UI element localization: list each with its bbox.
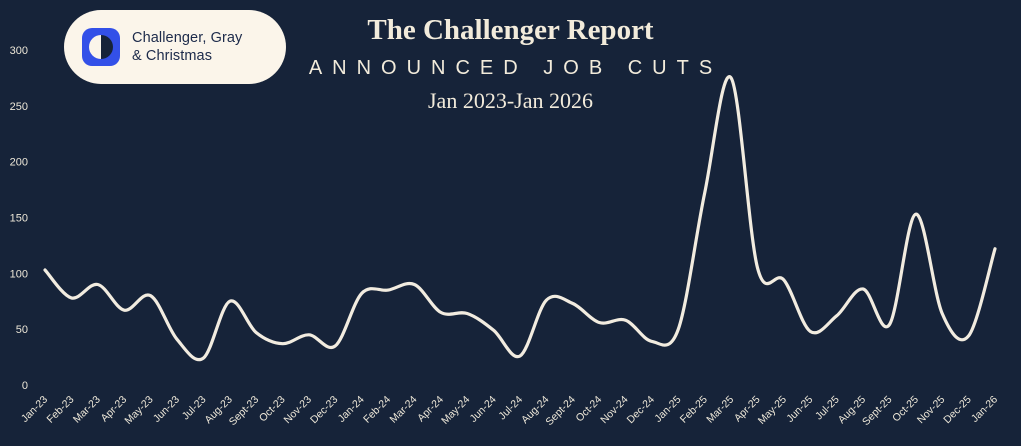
x-tick-label: Sept-24 — [543, 394, 578, 429]
x-tick-label: May-25 — [756, 394, 789, 427]
x-tick-label: Nov-25 — [915, 394, 948, 427]
x-tick-label: Nov-23 — [282, 394, 315, 427]
x-tick-label: Dec-24 — [625, 394, 658, 427]
job-cuts-line — [43, 75, 997, 362]
x-tick-label: Jan-26 — [969, 394, 1000, 425]
x-tick-label: Jun-24 — [468, 394, 499, 425]
logo-line2: & Christmas — [132, 48, 213, 64]
x-tick-label: Mar-25 — [704, 394, 736, 426]
y-tick-label: 150 — [10, 213, 28, 225]
y-tick-label: 0 — [22, 380, 28, 392]
half-circle-icon — [89, 35, 113, 59]
x-tick-label: Jan-24 — [336, 394, 367, 425]
y-tick-label: 50 — [16, 324, 28, 336]
y-tick-label: 250 — [10, 101, 28, 113]
x-tick-label: Sept-25 — [860, 394, 895, 429]
x-tick-label: Sept-23 — [227, 394, 262, 429]
x-tick-label: Mar-23 — [71, 394, 103, 426]
x-tick-label: Feb-23 — [44, 394, 76, 426]
y-tick-label: 300 — [10, 45, 28, 57]
x-tick-label: Jun-23 — [151, 394, 182, 425]
y-tick-label: 200 — [10, 157, 28, 169]
x-tick-label: Jun-25 — [784, 394, 815, 425]
x-tick-label: Jan-25 — [652, 394, 683, 425]
x-tick-label: Mar-24 — [388, 394, 420, 426]
x-tick-label: Dec-23 — [308, 394, 341, 427]
logo-mark-icon — [82, 28, 120, 66]
x-tick-label: Jan-23 — [19, 394, 50, 425]
x-tick-label: Feb-24 — [361, 394, 393, 426]
company-logo: Challenger, Gray & Christmas — [64, 10, 286, 84]
y-tick-label: 100 — [10, 268, 28, 280]
x-tick-label: Nov-24 — [598, 394, 631, 427]
x-tick-label: Feb-25 — [678, 394, 710, 426]
x-tick-label: May-24 — [439, 394, 472, 427]
x-tick-label: May-23 — [122, 394, 155, 427]
x-tick-label: Dec-25 — [941, 394, 974, 427]
logo-line1: Challenger, Gray — [132, 29, 243, 46]
logo-text: Challenger, Gray & Christmas — [132, 29, 242, 65]
